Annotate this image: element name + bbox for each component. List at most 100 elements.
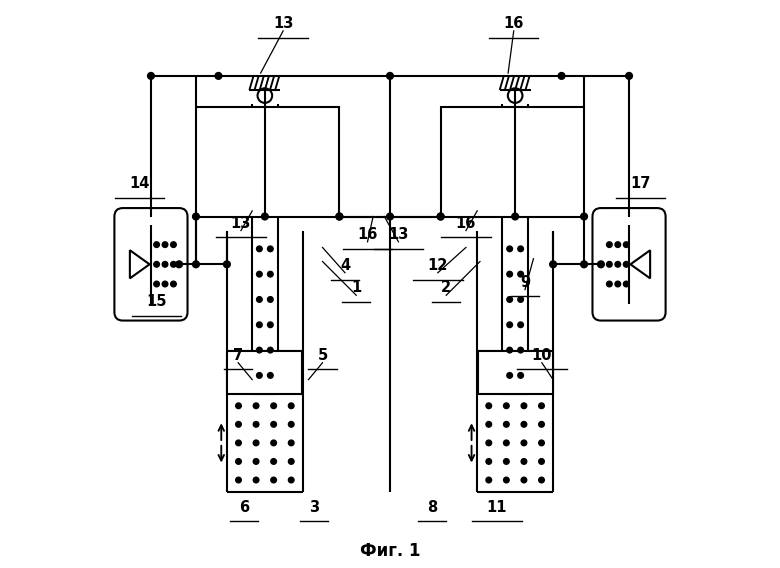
Circle shape: [486, 458, 491, 464]
Text: 7: 7: [233, 348, 243, 363]
Circle shape: [171, 281, 176, 287]
Circle shape: [257, 272, 262, 277]
Text: 10: 10: [532, 348, 552, 363]
Text: 1: 1: [351, 280, 361, 295]
Circle shape: [580, 213, 587, 220]
Circle shape: [507, 322, 512, 328]
Circle shape: [387, 73, 393, 80]
Circle shape: [261, 213, 268, 220]
Text: 9: 9: [520, 274, 530, 290]
FancyBboxPatch shape: [593, 208, 665, 320]
Circle shape: [521, 458, 527, 464]
Circle shape: [268, 246, 273, 252]
Circle shape: [271, 440, 276, 446]
Circle shape: [162, 281, 168, 287]
Circle shape: [486, 421, 491, 427]
Circle shape: [507, 373, 512, 378]
Text: 6: 6: [239, 500, 249, 515]
Circle shape: [521, 421, 527, 427]
Circle shape: [507, 296, 512, 302]
Circle shape: [539, 477, 544, 483]
Circle shape: [518, 347, 523, 353]
Text: 13: 13: [273, 16, 293, 31]
Circle shape: [539, 403, 544, 408]
FancyBboxPatch shape: [115, 208, 187, 320]
Circle shape: [507, 246, 512, 252]
Circle shape: [257, 373, 262, 378]
Circle shape: [257, 296, 262, 302]
Circle shape: [154, 261, 159, 267]
Circle shape: [607, 261, 612, 267]
Circle shape: [254, 477, 259, 483]
Circle shape: [162, 242, 168, 248]
Circle shape: [486, 403, 491, 408]
Circle shape: [623, 281, 629, 287]
Circle shape: [254, 403, 259, 408]
Circle shape: [271, 421, 276, 427]
Circle shape: [518, 246, 523, 252]
Bar: [477, 352, 552, 394]
Circle shape: [607, 242, 612, 248]
Text: 17: 17: [630, 176, 651, 191]
Circle shape: [289, 421, 294, 427]
Circle shape: [518, 296, 523, 302]
Circle shape: [268, 322, 273, 328]
Text: 16: 16: [357, 227, 378, 242]
Circle shape: [518, 322, 523, 328]
Text: 3: 3: [309, 500, 319, 515]
Circle shape: [236, 421, 241, 427]
Circle shape: [236, 477, 241, 483]
Circle shape: [580, 261, 587, 268]
Text: Фиг. 1: Фиг. 1: [360, 542, 420, 560]
Circle shape: [504, 477, 509, 483]
Circle shape: [615, 261, 621, 267]
Circle shape: [518, 272, 523, 277]
Circle shape: [512, 213, 519, 220]
Text: 4: 4: [340, 258, 350, 273]
Circle shape: [521, 477, 527, 483]
Circle shape: [268, 347, 273, 353]
Circle shape: [236, 458, 241, 464]
Circle shape: [626, 73, 633, 80]
Circle shape: [623, 261, 629, 267]
Circle shape: [438, 213, 444, 220]
Circle shape: [504, 440, 509, 446]
Circle shape: [257, 347, 262, 353]
Circle shape: [289, 477, 294, 483]
Circle shape: [504, 403, 509, 408]
Text: 13: 13: [231, 216, 251, 231]
Circle shape: [271, 458, 276, 464]
Circle shape: [336, 213, 342, 220]
Bar: [228, 352, 303, 394]
Circle shape: [254, 421, 259, 427]
Circle shape: [257, 322, 262, 328]
Circle shape: [257, 246, 262, 252]
Circle shape: [539, 421, 544, 427]
Circle shape: [504, 458, 509, 464]
Circle shape: [236, 403, 241, 408]
Circle shape: [521, 440, 527, 446]
Text: 5: 5: [317, 348, 328, 363]
Circle shape: [558, 73, 565, 80]
Bar: [441, 107, 584, 216]
Circle shape: [289, 403, 294, 408]
Circle shape: [176, 261, 183, 268]
Circle shape: [193, 261, 200, 268]
Text: 13: 13: [388, 227, 409, 242]
Circle shape: [254, 458, 259, 464]
Text: 16: 16: [504, 16, 524, 31]
Bar: [196, 107, 339, 216]
Circle shape: [154, 281, 159, 287]
Circle shape: [507, 347, 512, 353]
Circle shape: [615, 281, 621, 287]
Circle shape: [521, 403, 527, 408]
Text: 14: 14: [129, 176, 150, 191]
Circle shape: [615, 242, 621, 248]
Circle shape: [268, 296, 273, 302]
Circle shape: [193, 213, 200, 220]
Circle shape: [607, 281, 612, 287]
Circle shape: [550, 261, 556, 268]
Circle shape: [387, 213, 393, 220]
Circle shape: [254, 440, 259, 446]
Circle shape: [236, 440, 241, 446]
